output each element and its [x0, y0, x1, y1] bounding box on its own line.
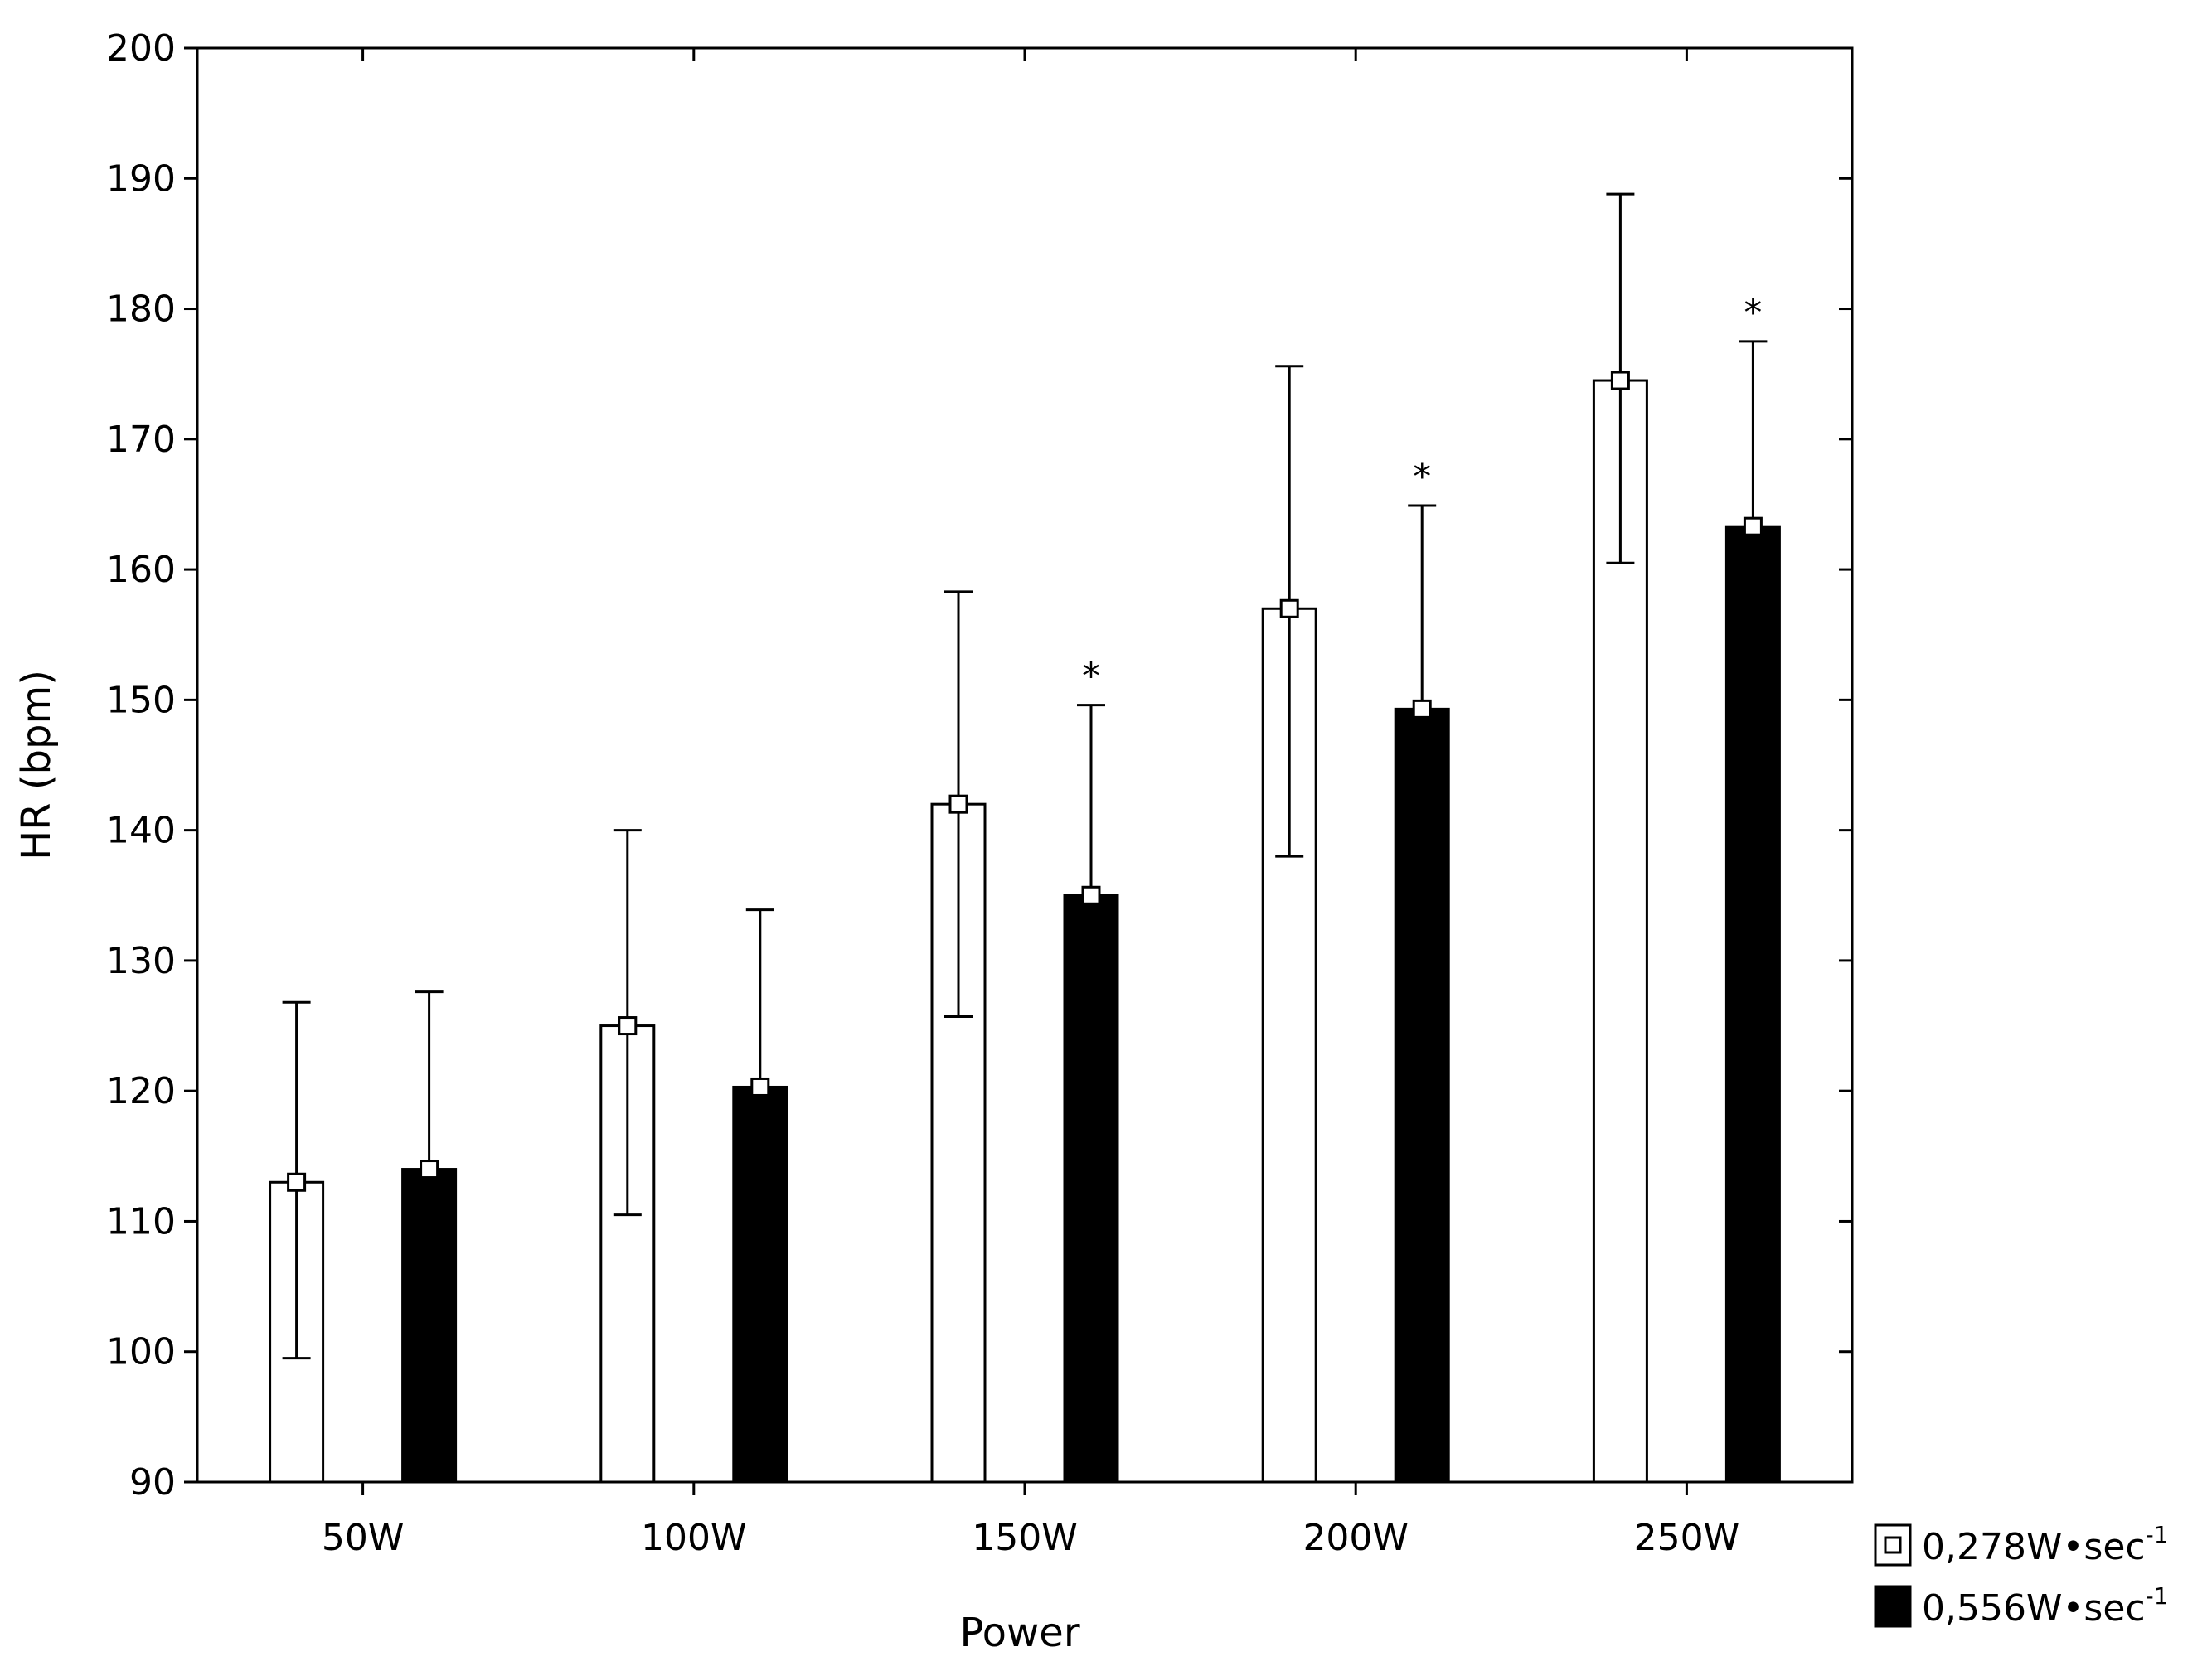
legend: 0,278W•sec-1 0,556W•sec-1 — [1874, 1521, 2169, 1630]
x-tick-label: 250W — [1634, 1517, 1740, 1559]
y-tick-label: 130 — [106, 940, 176, 982]
y-tick-label: 100 — [106, 1331, 176, 1373]
legend-label: 0,278W•sec-1 — [1922, 1521, 2169, 1568]
significance-star: * — [1744, 292, 1762, 334]
mean-marker — [1743, 516, 1763, 536]
error-bars — [282, 192, 1768, 1360]
bar — [732, 1085, 788, 1484]
legend-label-superscript: -1 — [2146, 1521, 2169, 1548]
mean-marker — [750, 1077, 770, 1097]
plot-frame — [196, 46, 1854, 1484]
x-tick-label: 50W — [322, 1517, 405, 1559]
y-tick-label: 140 — [106, 810, 176, 852]
x-tick-label: 200W — [1302, 1517, 1409, 1559]
mean-marker — [1610, 371, 1630, 390]
mean-marker — [618, 1016, 638, 1036]
bar — [401, 1168, 458, 1484]
legend-swatch — [1874, 1585, 1912, 1628]
bars — [269, 379, 1781, 1484]
y-tick-label: 120 — [106, 1070, 176, 1112]
y-tick-label: 150 — [106, 679, 176, 721]
x-axis-ticks: 50W 100W 150W 200W 250W — [322, 48, 1739, 1559]
y-tick-label: 170 — [106, 419, 176, 461]
mean-marker — [948, 794, 968, 814]
y-axis-ticks: 90 100 110 120 130 140 150 160 170 180 190 200 — [106, 27, 1852, 1504]
y-tick-label: 160 — [106, 549, 176, 591]
y-axis-title: HR (bpm) — [13, 670, 60, 860]
x-tick-label: 100W — [641, 1517, 747, 1559]
y-tick-label: 200 — [106, 27, 176, 70]
significance-star: * — [1413, 456, 1431, 498]
bar — [1063, 894, 1119, 1484]
legend-label: 0,556W•sec-1 — [1922, 1582, 2169, 1630]
mean-marker — [287, 1172, 307, 1192]
y-tick-label: 190 — [106, 157, 176, 200]
x-axis-title: Power — [959, 1610, 1079, 1656]
y-tick-label: 90 — [129, 1461, 176, 1504]
bar — [1394, 707, 1450, 1484]
mean-marker — [1412, 699, 1432, 719]
legend-label-superscript: -1 — [2146, 1582, 2169, 1610]
significance-markers: * * * — [1082, 292, 1762, 698]
mean-marker — [420, 1160, 439, 1179]
bar — [1724, 525, 1781, 1484]
mean-marker — [1279, 598, 1299, 618]
y-tick-label: 110 — [106, 1200, 176, 1242]
y-tick-label: 180 — [106, 288, 176, 331]
mean-marker — [1081, 885, 1101, 905]
significance-star: * — [1082, 656, 1100, 698]
legend-marker — [1884, 1536, 1902, 1554]
x-tick-label: 150W — [972, 1517, 1078, 1559]
